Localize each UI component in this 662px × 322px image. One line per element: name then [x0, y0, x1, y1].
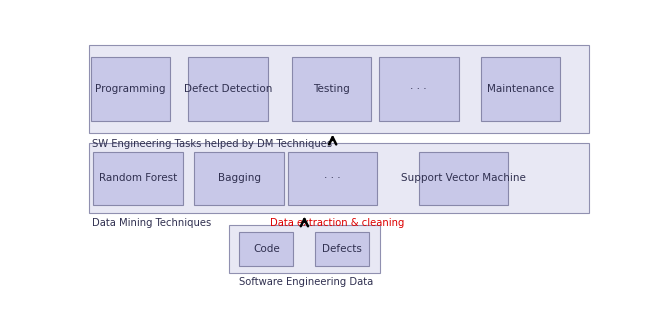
Text: Testing: Testing: [313, 84, 350, 94]
Text: Defects: Defects: [322, 244, 362, 254]
Text: Programming: Programming: [95, 84, 166, 94]
Text: Defect Detection: Defect Detection: [184, 84, 272, 94]
Bar: [188, 57, 267, 120]
Text: · · ·: · · ·: [324, 173, 341, 183]
Bar: [89, 143, 589, 213]
Text: Data Mining Techniques: Data Mining Techniques: [92, 218, 211, 228]
Text: Software Engineering Data: Software Engineering Data: [239, 277, 373, 287]
Bar: [418, 152, 508, 205]
Bar: [288, 152, 377, 205]
Bar: [89, 45, 589, 133]
Text: Data extraction & cleaning: Data extraction & cleaning: [270, 218, 404, 228]
Text: Bagging: Bagging: [218, 173, 261, 183]
Bar: [229, 225, 380, 273]
Text: SW Engineering Tasks helped by DM Techniques: SW Engineering Tasks helped by DM Techni…: [92, 139, 332, 149]
Text: · · ·: · · ·: [410, 84, 427, 94]
Bar: [195, 152, 284, 205]
Bar: [240, 232, 293, 266]
Text: Random Forest: Random Forest: [99, 173, 177, 183]
Text: Code: Code: [253, 244, 280, 254]
Bar: [93, 152, 183, 205]
Bar: [91, 57, 170, 120]
Bar: [481, 57, 560, 120]
Bar: [292, 57, 371, 120]
Bar: [315, 232, 369, 266]
Bar: [379, 57, 459, 120]
Text: Maintenance: Maintenance: [487, 84, 554, 94]
Text: Support Vector Machine: Support Vector Machine: [401, 173, 526, 183]
